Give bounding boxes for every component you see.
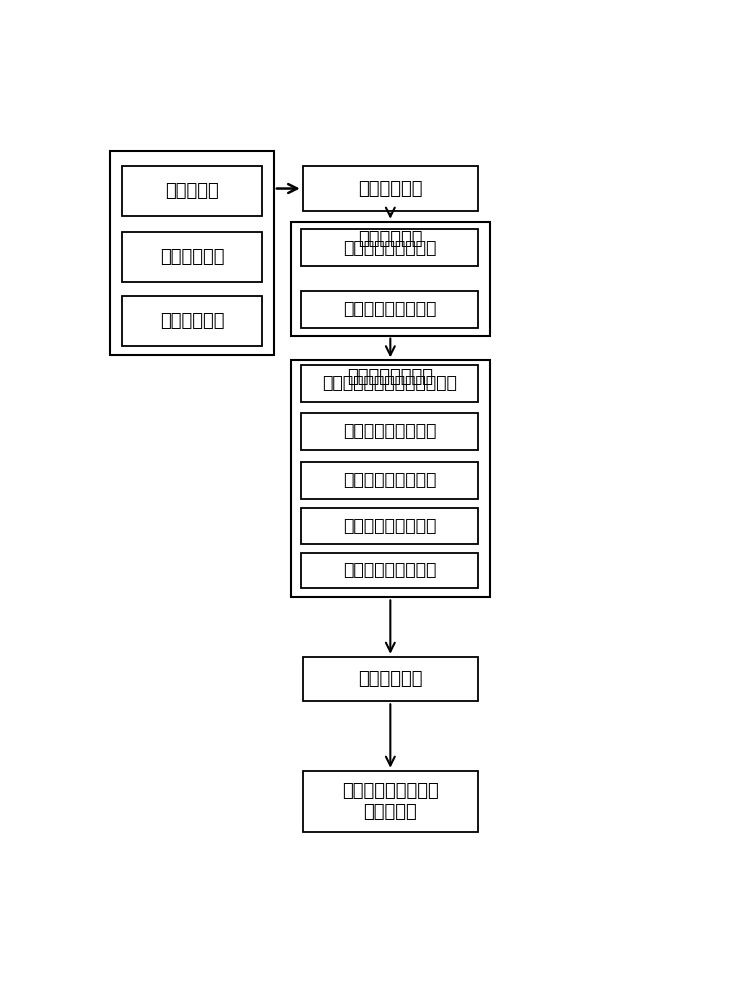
Bar [122,166,263,216]
Text: 药物协调控制子模块: 药物协调控制子模块 [343,561,436,579]
Text: 肌松监测装置: 肌松监测装置 [160,312,224,330]
Bar [301,291,478,328]
Text: 镇痛药物控制子模块: 镇痛药物控制子模块 [343,471,436,489]
Bar [122,296,263,346]
Bar [301,229,478,266]
Bar [303,657,478,701]
Bar [301,413,478,450]
Bar [301,462,478,499]
Text: 步进电机和注射器推
动传动装置: 步进电机和注射器推 动传动装置 [342,782,439,821]
Text: 肌松药物控制子模块: 肌松药物控制子模块 [343,517,436,535]
Text: 滤除异常数据子模块: 滤除异常数据子模块 [343,300,436,318]
Text: 脑电指数和伤害性刺激数据库: 脑电指数和伤害性刺激数据库 [322,374,457,392]
Bar [122,232,263,282]
Text: 数据过滤模块: 数据过滤模块 [358,230,423,248]
Bar [303,166,478,211]
Bar [291,222,490,336]
Bar [291,360,490,597]
Bar [110,151,274,355]
Bar [301,553,478,588]
Text: 数据接收模块: 数据接收模块 [358,180,423,198]
Bar [303,771,478,832]
Text: 镇静药物控制子模块: 镇静药物控制子模块 [343,422,436,440]
Text: 脑电监测仪: 脑电监测仪 [165,182,219,200]
Text: 药物平衡控制模块: 药物平衡控制模块 [347,368,433,386]
Bar [301,508,478,544]
Text: 信号质量判断子模块: 信号质量判断子模块 [343,239,436,257]
Text: 注射控制模块: 注射控制模块 [358,670,423,688]
Bar [301,365,478,402]
Text: 镇痛监测装置: 镇痛监测装置 [160,248,224,266]
